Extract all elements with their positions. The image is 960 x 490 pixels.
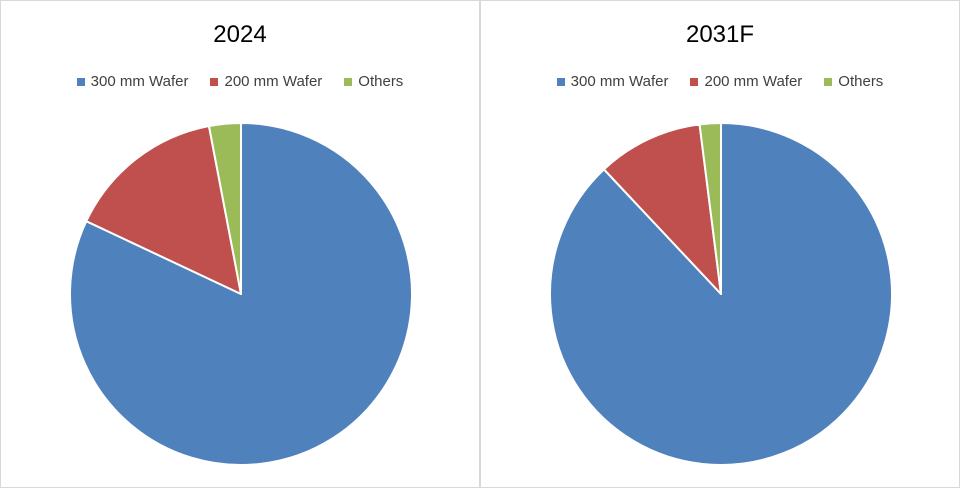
legend-label: 200 mm Wafer bbox=[224, 73, 323, 90]
pie-slice-300mm-wafer bbox=[68, 122, 413, 466]
legend-item-others: Others bbox=[824, 73, 883, 90]
pie-slice-200mm-wafer bbox=[85, 125, 242, 295]
pie-slice-200mm-wafer bbox=[602, 123, 722, 295]
legend-item-300mm: 300 mm Wafer bbox=[556, 73, 669, 90]
legend-label: 300 mm Wafer bbox=[90, 73, 189, 90]
chart-title: 2031F bbox=[685, 21, 755, 48]
legend-label: 300 mm Wafer bbox=[570, 73, 669, 90]
legend-swatch bbox=[556, 77, 565, 86]
legend-label: Others bbox=[358, 73, 404, 90]
legend-swatch bbox=[210, 77, 219, 86]
legend-label: 200 mm Wafer bbox=[704, 73, 803, 90]
legend-label: Others bbox=[838, 73, 884, 90]
legend-swatch bbox=[690, 77, 699, 86]
legend-swatch bbox=[344, 77, 353, 86]
chart-legend: 300 mm Wafer 200 mm Wafer Others bbox=[481, 73, 959, 90]
pie-chart-2024 bbox=[68, 122, 413, 466]
legend-swatch bbox=[824, 77, 833, 86]
pie-chart-2031f bbox=[549, 122, 893, 466]
legend-swatch bbox=[76, 77, 85, 86]
pie-slice-others bbox=[698, 122, 722, 295]
pie-slice-300mm-wafer bbox=[549, 122, 893, 466]
chart-panel-2031f: 2031F 300 mm Wafer 200 mm Wafer Others bbox=[480, 0, 960, 488]
legend-item-others: Others bbox=[344, 73, 403, 90]
pie-slice-others bbox=[207, 122, 242, 295]
legend-item-200mm: 200 mm Wafer bbox=[690, 73, 802, 90]
chart-legend: 300 mm Wafer 200 mm Wafer Others bbox=[1, 73, 479, 90]
legend-item-200mm: 200 mm Wafer bbox=[210, 73, 322, 90]
chart-panel-2024: 2024 300 mm Wafer 200 mm Wafer Others bbox=[0, 0, 480, 488]
chart-title: 2024 bbox=[213, 21, 267, 48]
legend-item-300mm: 300 mm Wafer bbox=[76, 73, 189, 90]
